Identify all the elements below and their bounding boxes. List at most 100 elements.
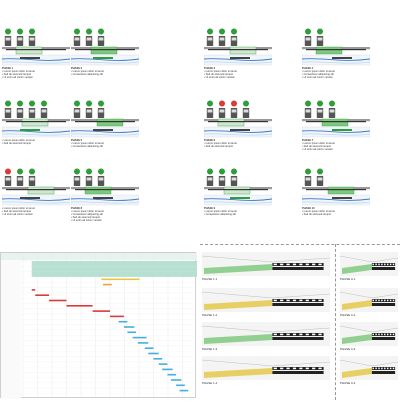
- track-dash: [280, 368, 283, 370]
- alt-phase-label: PHASE A.1: [340, 277, 355, 281]
- alt-phase-label: PHASE 1.2: [202, 313, 217, 317]
- phase-panel: PHASE 2 • Lorem ipsum dolor sit amet • Con…: [71, 28, 139, 82]
- gantt-bar: [35, 294, 49, 296]
- track-dash: [387, 300, 388, 302]
- work-zone: [85, 187, 111, 194]
- alt-phase-plan: PHASE 1.1: [202, 252, 330, 284]
- phase-section-drawing: [2, 168, 70, 206]
- vehicle-window: [87, 110, 92, 113]
- track-line: [306, 49, 366, 50]
- track-dash: [306, 264, 309, 266]
- section-divider-horizontal: [200, 244, 400, 245]
- vehicle-window: [87, 38, 92, 41]
- track-dash: [387, 264, 388, 266]
- track-dash: [384, 300, 385, 302]
- track-dash: [274, 300, 277, 302]
- track-dash: [286, 264, 289, 266]
- track-dash: [381, 300, 382, 302]
- open-icon: [74, 169, 80, 175]
- vehicle-window: [75, 38, 80, 41]
- track-dash: [299, 334, 302, 336]
- alt-phase-drawing: [202, 252, 330, 276]
- plan-bar: [230, 57, 250, 59]
- track-bar: [272, 371, 323, 374]
- track-line: [6, 121, 66, 122]
- phase-note: • Consectetur adipiscing elit: [71, 73, 139, 76]
- track-line: [75, 121, 135, 122]
- track-dash: [390, 300, 391, 302]
- vehicle-window: [75, 178, 80, 181]
- phase-note: • Consectetur adipiscing elit: [71, 145, 139, 148]
- closed-icon: [231, 101, 237, 107]
- phase-note: • Sed do eiusmod tempor: [204, 145, 272, 148]
- phase-note: • Consectetur adipiscing elit: [204, 213, 272, 216]
- open-icon: [41, 101, 47, 107]
- track-dash: [318, 334, 321, 336]
- vehicle-window: [220, 110, 225, 113]
- track-dash: [286, 334, 289, 336]
- open-icon: [207, 169, 213, 175]
- alt-phase-plan: PHASE A.3: [340, 322, 398, 354]
- track-dash: [306, 300, 309, 302]
- track-dash: [381, 264, 382, 266]
- track-dash: [390, 368, 391, 370]
- phase-panel: PHASE 8 • Lorem ipsum dolor sit amet • Con…: [71, 168, 139, 222]
- gantt-bar: [176, 385, 185, 387]
- plan-bar: [230, 197, 250, 199]
- open-icon: [17, 101, 23, 107]
- phase-note: • Ut enim ad minim veniam: [71, 219, 139, 222]
- vehicle-window: [75, 110, 80, 113]
- alt-phase-label: PHASE 1.3: [202, 347, 217, 351]
- vehicle-window: [208, 110, 213, 113]
- track-bar: [272, 337, 323, 340]
- open-icon: [329, 101, 335, 107]
- alt-phase-drawing: [202, 356, 330, 380]
- vehicle-window: [306, 110, 311, 113]
- phase-section-drawing: [204, 28, 272, 66]
- track-line: [208, 121, 268, 122]
- phase-panel: PHASE 1 • Lorem ipsum dolor sit amet • Sed…: [2, 28, 70, 82]
- track-dash: [312, 264, 315, 266]
- track-dash: [312, 368, 315, 370]
- work-zone: [328, 187, 354, 194]
- gantt-bar: [110, 316, 124, 318]
- alt-phase-drawing: [202, 322, 330, 346]
- phase-note: • Ut enim ad minim veniam: [2, 76, 70, 79]
- gantt-bar: [138, 342, 148, 344]
- phase-section-drawing: [204, 168, 272, 206]
- track-dash: [381, 334, 382, 336]
- track-bar: [372, 267, 395, 270]
- open-icon: [74, 101, 80, 107]
- gantt-bar: [32, 266, 197, 271]
- gantt-header: [1, 253, 197, 260]
- open-icon: [317, 101, 323, 107]
- work-zone: [22, 119, 48, 126]
- open-icon: [86, 101, 92, 107]
- track-dash: [375, 334, 376, 336]
- open-icon: [17, 169, 23, 175]
- vehicle-window: [99, 110, 104, 113]
- phase-caption: PHASE 9 • Lorem ipsum dolor sit amet • Con…: [204, 207, 272, 216]
- track-dash: [280, 264, 283, 266]
- work-zone: [91, 47, 117, 54]
- plan-bar: [230, 129, 250, 131]
- open-icon: [17, 29, 23, 35]
- phase-section-drawing: [71, 28, 139, 66]
- track-dash: [306, 334, 309, 336]
- alt-phase-plan: PHASE A.2: [340, 288, 398, 320]
- track-dash: [299, 264, 302, 266]
- alt-phase-label: PHASE 1.4: [202, 381, 217, 385]
- phase-section-drawing: [2, 28, 70, 66]
- open-icon: [317, 169, 323, 175]
- phase-panel: PHASE 6 • Lorem ipsum dolor sit amet • Sed…: [204, 100, 272, 154]
- phase-panel: • Lorem ipsum dolor sit amet • Sed do eiu…: [2, 100, 70, 154]
- plan-bar: [93, 57, 113, 59]
- track-line: [75, 189, 135, 190]
- plan-bar: [332, 129, 352, 131]
- vehicle-window: [306, 178, 311, 181]
- gantt-bar: [119, 321, 128, 323]
- open-icon: [86, 169, 92, 175]
- track-line: [208, 49, 268, 50]
- track-dash: [286, 300, 289, 302]
- track-dash: [293, 300, 296, 302]
